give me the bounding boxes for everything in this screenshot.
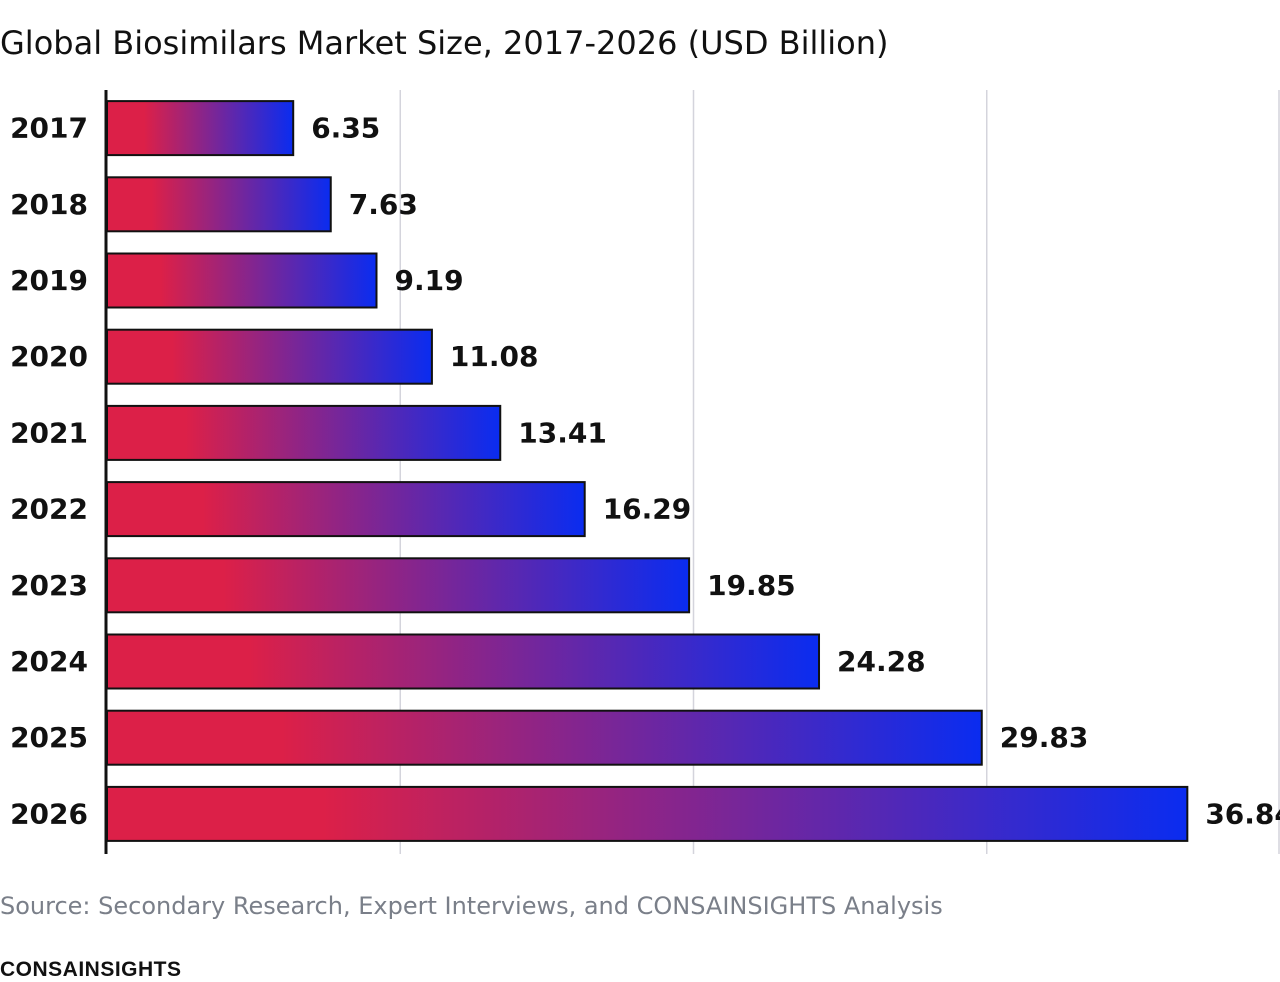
bar-2020 bbox=[106, 328, 433, 385]
bar-2022 bbox=[106, 481, 586, 538]
data-label: 16.29 bbox=[603, 493, 692, 526]
category-label: 2022 bbox=[10, 493, 88, 526]
bar-2017 bbox=[106, 100, 295, 157]
category-label: 2017 bbox=[10, 112, 88, 145]
category-label: 2020 bbox=[10, 340, 88, 373]
data-label: 24.28 bbox=[837, 645, 926, 678]
bar-2018 bbox=[106, 176, 332, 233]
category-label: 2019 bbox=[10, 264, 88, 297]
data-label: 7.63 bbox=[349, 188, 418, 221]
bar-2024 bbox=[106, 633, 821, 690]
category-label: 2023 bbox=[10, 569, 88, 602]
data-label: 13.41 bbox=[518, 416, 607, 449]
bar-2019 bbox=[106, 252, 378, 309]
category-label: 2021 bbox=[10, 416, 88, 449]
category-label: 2024 bbox=[10, 645, 88, 678]
data-label: 29.83 bbox=[1000, 721, 1089, 754]
data-label: 9.19 bbox=[394, 264, 463, 297]
category-label: 2026 bbox=[10, 797, 88, 830]
category-label: 2025 bbox=[10, 721, 88, 754]
brand-logo: CONSAINSIGHTS bbox=[0, 958, 182, 981]
bar-2025 bbox=[106, 709, 983, 766]
data-label: 6.35 bbox=[311, 112, 380, 145]
bar-2026 bbox=[106, 785, 1189, 842]
bar-2023 bbox=[106, 557, 691, 614]
data-label: 19.85 bbox=[707, 569, 796, 602]
source-note: Source: Secondary Research, Expert Inter… bbox=[0, 892, 943, 920]
category-label: 2018 bbox=[10, 188, 88, 221]
chart-title: Global Biosimilars Market Size, 2017-202… bbox=[0, 24, 889, 62]
bar-chart: 2017 6.35 2018 7.63 2019 9.19 2020 11.08 2021 13.… bbox=[10, 90, 1280, 854]
data-label: 36.84 bbox=[1205, 797, 1280, 830]
data-label: 11.08 bbox=[450, 340, 539, 373]
bar-2021 bbox=[106, 404, 502, 461]
